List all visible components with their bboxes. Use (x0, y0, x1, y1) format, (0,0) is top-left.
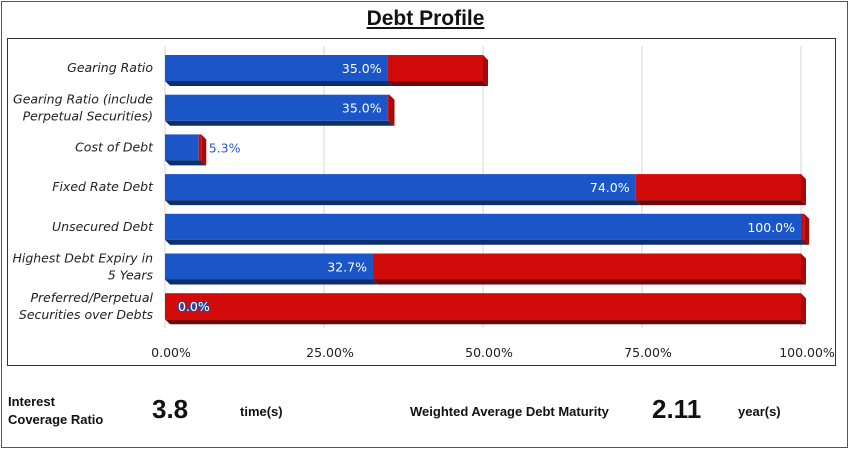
bar-end-depth (201, 134, 207, 166)
interest-coverage-label: Interest Coverage Ratio (8, 393, 118, 429)
wadm-label: Weighted Average Debt Maturity (410, 404, 609, 419)
data-label: 32.7% (327, 260, 367, 275)
bar-segment (387, 94, 390, 121)
bar-segment-depth (165, 120, 393, 126)
x-tick-label: 25.00% (306, 345, 354, 360)
bar-end-depth (804, 213, 810, 245)
bar-segment-depth (165, 160, 204, 166)
bar-segment (801, 213, 805, 240)
bar-segment-depth (165, 200, 641, 206)
data-label: 5.3% (209, 140, 241, 155)
bar-segment (635, 174, 801, 201)
interest-coverage-label-line1: Interest (8, 394, 55, 409)
category-label: Fixed Rate Debt (52, 179, 154, 194)
bar-segment (165, 55, 388, 81)
data-label: 100.0% (747, 220, 795, 235)
bar-segment-depth (198, 160, 207, 166)
category-label: Preferred/Perpetual Securities over Debts (19, 290, 154, 322)
bar-segment (165, 293, 801, 320)
bar-end-depth (483, 55, 488, 86)
category-label: Unsecured Debt (52, 219, 154, 234)
category-label: Cost of Debt (75, 139, 154, 154)
bar-end-depth (389, 94, 395, 126)
bar-segment-depth (387, 120, 395, 126)
data-label: 35.0% (342, 61, 382, 76)
bar-segment (165, 134, 199, 161)
bar-segment (165, 213, 801, 240)
data-label: 74.0% (590, 180, 630, 195)
bar-segment-depth (372, 279, 806, 285)
interest-coverage-unit: time(s) (240, 404, 283, 419)
bar-segment (198, 134, 202, 161)
bar-segment (387, 55, 483, 81)
category-label: Highest Debt Expiry in 5 Years (12, 251, 153, 283)
category-label: Gearing Ratio (67, 60, 153, 75)
bar-end-depth (801, 293, 806, 325)
x-tick-label: 100.00% (779, 345, 835, 360)
bar-segment (372, 253, 801, 280)
chart-title: Debt Profile (366, 7, 485, 30)
category-label: Gearing Ratio (include Perpetual Securiti… (13, 92, 153, 124)
bar-end-depth (801, 253, 806, 285)
x-tick-label: 50.00% (465, 345, 513, 360)
bar-segment-depth (387, 81, 488, 86)
bar-segment-depth (801, 239, 810, 245)
bar-segment (165, 253, 373, 280)
bar-segment-depth (165, 279, 378, 285)
bar-segment-depth (165, 81, 393, 86)
bar-segment (165, 94, 388, 121)
x-tick-label: 75.00% (624, 345, 672, 360)
plot-area (7, 38, 836, 366)
wadm-value: 2.11 (652, 394, 702, 424)
interest-coverage-label-line2: Coverage Ratio (8, 412, 104, 427)
interest-coverage-value: 3.8 (152, 394, 189, 424)
bar-end-depth (801, 174, 806, 206)
data-label: 35.0% (342, 101, 382, 116)
wadm-unit: year(s) (738, 404, 781, 419)
bar-segment-depth (165, 319, 806, 325)
bar-segment-depth (635, 200, 806, 206)
x-tick-label: 0.00% (151, 345, 191, 360)
bar-segment (165, 174, 636, 201)
data-label: 0.0% (178, 299, 210, 314)
bar-segment-depth (165, 239, 806, 245)
